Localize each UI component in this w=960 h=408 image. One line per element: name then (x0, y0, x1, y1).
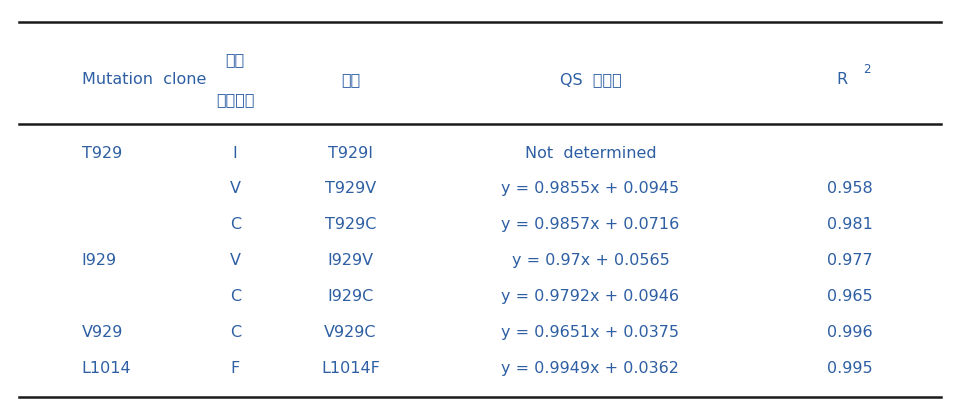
Text: I929: I929 (82, 253, 117, 268)
Text: F: F (230, 361, 240, 376)
Text: 대상: 대상 (226, 52, 245, 67)
Text: L1014F: L1014F (321, 361, 380, 376)
Text: T929V: T929V (324, 182, 376, 196)
Text: C: C (229, 325, 241, 340)
Text: V929: V929 (82, 325, 123, 340)
Text: 0.981: 0.981 (827, 217, 873, 232)
Text: 돌연변이: 돌연변이 (216, 93, 254, 107)
Text: Mutation  clone: Mutation clone (82, 72, 206, 87)
Text: L1014: L1014 (82, 361, 132, 376)
Text: I929C: I929C (327, 289, 373, 304)
Text: 0.958: 0.958 (827, 182, 873, 196)
Text: C: C (229, 217, 241, 232)
Text: T929C: T929C (324, 217, 376, 232)
Text: 2: 2 (863, 63, 871, 76)
Text: I: I (233, 146, 237, 160)
Text: y = 0.97x + 0.0565: y = 0.97x + 0.0565 (512, 253, 669, 268)
Text: 약어: 약어 (341, 72, 360, 87)
Text: V929C: V929C (324, 325, 376, 340)
Text: Not  determined: Not determined (524, 146, 657, 160)
Text: QS  회귀식: QS 회귀식 (560, 72, 621, 87)
Text: R: R (836, 72, 848, 87)
Text: y = 0.9855x + 0.0945: y = 0.9855x + 0.0945 (501, 182, 680, 196)
Text: y = 0.9857x + 0.0716: y = 0.9857x + 0.0716 (501, 217, 680, 232)
Text: 0.965: 0.965 (827, 289, 873, 304)
Text: V: V (229, 253, 241, 268)
Text: y = 0.9792x + 0.0946: y = 0.9792x + 0.0946 (501, 289, 680, 304)
Text: y = 0.9651x + 0.0375: y = 0.9651x + 0.0375 (501, 325, 680, 340)
Text: V: V (229, 182, 241, 196)
Text: C: C (229, 289, 241, 304)
Text: 0.995: 0.995 (827, 361, 873, 376)
Text: y = 0.9949x + 0.0362: y = 0.9949x + 0.0362 (501, 361, 680, 376)
Text: 0.977: 0.977 (827, 253, 873, 268)
Text: T929I: T929I (328, 146, 372, 160)
Text: 0.996: 0.996 (827, 325, 873, 340)
Text: T929: T929 (82, 146, 122, 160)
Text: I929V: I929V (327, 253, 373, 268)
